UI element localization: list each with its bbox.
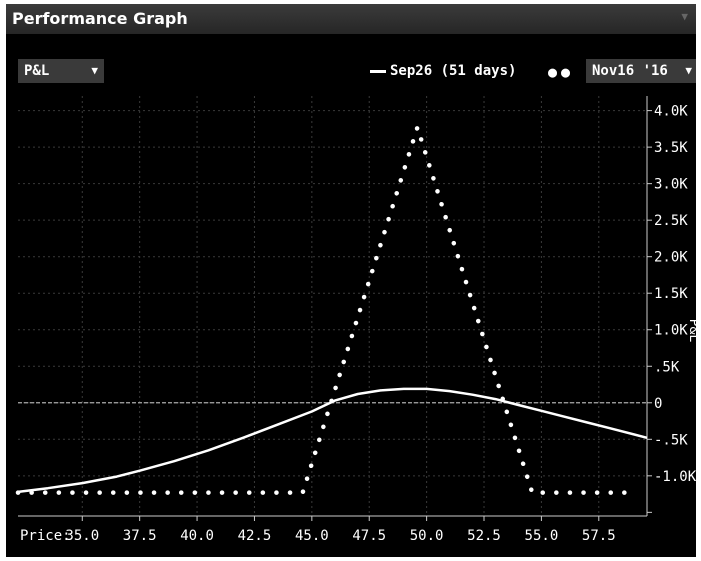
x-tick-label: 37.5 [123, 528, 157, 544]
x-tick-label: 42.5 [238, 528, 272, 544]
x-axis-ticks: 35.0 37.5 40.0 42.5 45.0 47.5 50.0 52.5 55.0 57.5 [65, 516, 616, 544]
x-tick-label: 55.0 [525, 528, 559, 544]
metric-dropdown[interactable]: P&L ▼ [18, 59, 104, 83]
chart-series [15, 119, 648, 495]
y-tick-label: 4.0K [654, 104, 688, 120]
x-tick-label: 47.5 [352, 528, 386, 544]
expiry-date-dropdown-chevron-icon: ▼ [685, 64, 692, 77]
y-tick-label: 3.0K [654, 177, 688, 193]
expiry-date-dropdown-label: Nov16 '16 [592, 63, 668, 79]
collapse-icon[interactable]: ▼ [681, 10, 688, 23]
x-tick-label: 45.0 [295, 528, 329, 544]
panel-title: Performance Graph [12, 9, 188, 28]
y-tick-label: 2.5K [654, 213, 688, 229]
performance-graph-panel: Performance Graph ▼ P&L ▼ Sep26 (51 days… [6, 4, 696, 557]
y-tick-label: -1.0K [654, 469, 696, 485]
y-tick-label: 0 [654, 396, 662, 412]
legend-dotted-swatch: ●● [548, 63, 575, 81]
series-sep26-solid-line [17, 387, 648, 494]
y-tick-label: 1.5K [654, 286, 688, 302]
y-axis-label: P&L [686, 319, 696, 343]
y-tick-label: 2.0K [654, 250, 688, 266]
x-tick-label: 50.0 [410, 528, 444, 544]
x-axis-label: Price: [20, 528, 71, 544]
metric-dropdown-chevron-icon: ▼ [91, 64, 98, 77]
y-axis-ticks: 4.0K 3.5K 3.0K 2.5K 2.0K 1.5K 1.0K .5K 0 -.5K -1.0… [647, 104, 696, 513]
legend-solid-line-swatch [370, 69, 386, 73]
expiry-date-dropdown[interactable]: Nov16 '16 ▼ [586, 59, 696, 83]
metric-dropdown-label: P&L [24, 63, 50, 79]
y-tick-label: -.5K [654, 432, 688, 448]
chart-grid [18, 96, 647, 516]
y-tick-label: .5K [654, 359, 680, 375]
x-tick-label: 57.5 [582, 528, 616, 544]
panel-title-bar: Performance Graph ▼ [6, 4, 696, 34]
performance-chart: 35.0 37.5 40.0 42.5 45.0 47.5 50.0 52.5 55.0 57.5… [15, 96, 696, 544]
x-tick-label: 52.5 [467, 528, 501, 544]
legend-solid-label: Sep26 (51 days) [390, 63, 517, 79]
chart-axes [18, 96, 648, 517]
x-tick-label: 40.0 [180, 528, 214, 544]
legend-item-solid: Sep26 (51 days) [370, 61, 516, 81]
x-tick-label: 35.0 [65, 528, 99, 544]
series-nov16-dotted-line [15, 119, 636, 495]
y-tick-label: 1.0K [654, 323, 688, 339]
y-tick-label: 3.5K [654, 140, 688, 156]
